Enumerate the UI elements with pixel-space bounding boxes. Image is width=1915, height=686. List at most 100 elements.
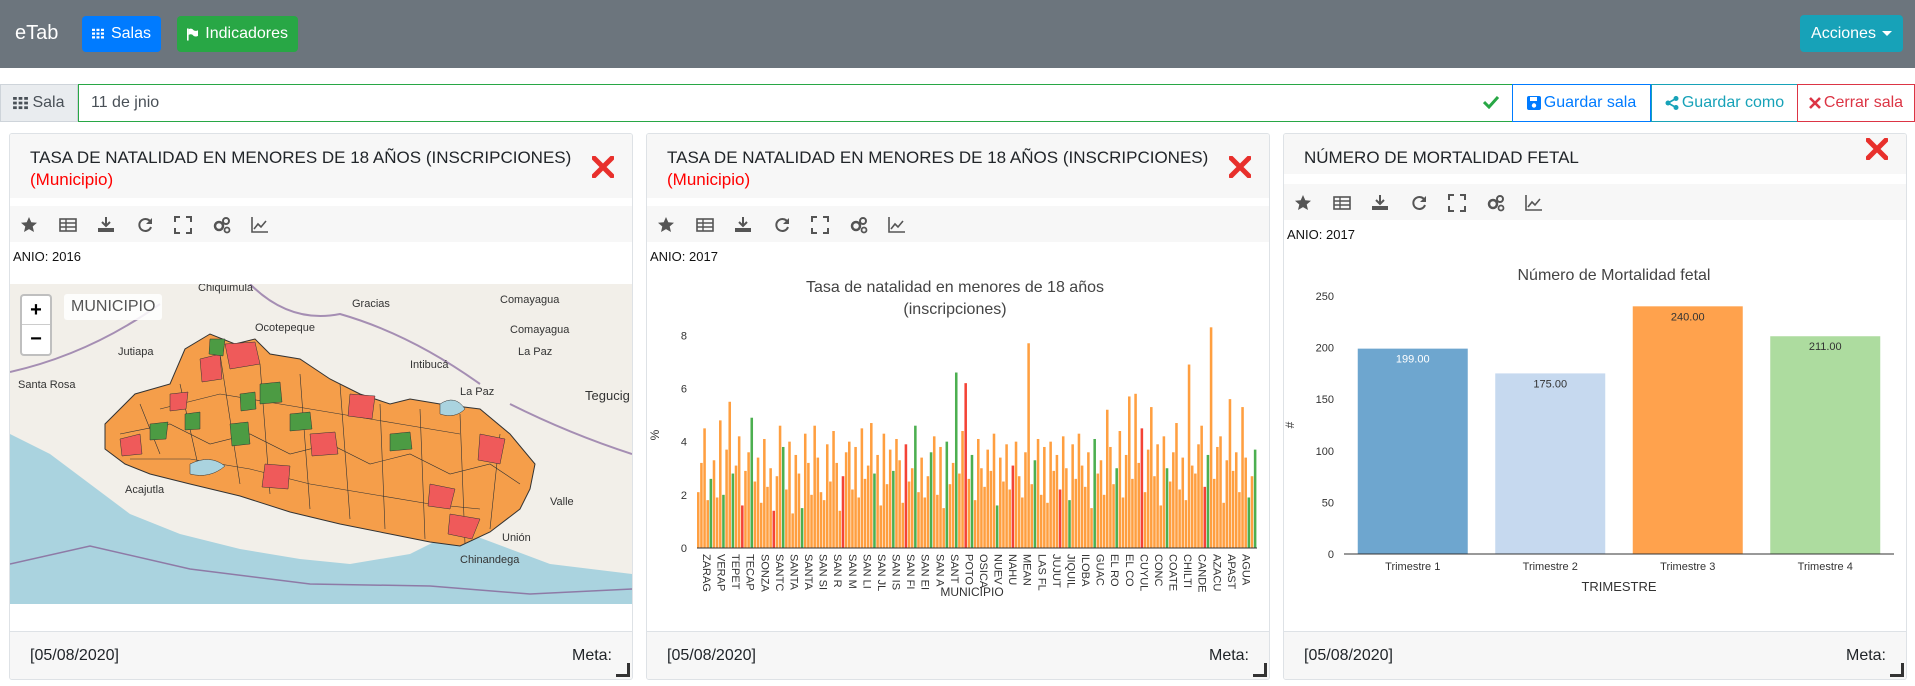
bar[interactable]	[807, 462, 810, 548]
bar[interactable]	[1024, 452, 1027, 548]
bar[interactable]	[879, 505, 883, 548]
bar[interactable]	[964, 383, 967, 548]
bar[interactable]	[907, 481, 911, 548]
bar[interactable]	[961, 431, 964, 548]
download-icon[interactable]	[734, 216, 752, 234]
bar[interactable]	[744, 470, 747, 548]
bar[interactable]	[1071, 444, 1074, 548]
bar[interactable]	[1112, 484, 1115, 548]
map-view[interactable]: + − MUNICIPIO Gracias Chiquimula Ocotepe…	[10, 284, 632, 604]
line-chart-icon[interactable]	[888, 216, 906, 234]
bar[interactable]	[1244, 457, 1247, 548]
bar[interactable]	[759, 502, 763, 548]
bar[interactable]	[1109, 446, 1112, 548]
bar[interactable]	[1121, 497, 1125, 548]
bar[interactable]	[1222, 502, 1225, 548]
bar[interactable]	[766, 486, 769, 548]
zoom-in-button[interactable]: +	[22, 296, 50, 325]
star-icon[interactable]	[20, 216, 38, 234]
bar[interactable]	[1011, 465, 1015, 548]
bar[interactable]	[1068, 500, 1071, 548]
bar[interactable]	[1115, 468, 1118, 548]
bar[interactable]	[958, 473, 961, 548]
bar[interactable]	[942, 508, 945, 548]
bar[interactable]	[929, 452, 933, 548]
bar[interactable]	[914, 425, 917, 548]
fullscreen-icon[interactable]	[1448, 194, 1466, 212]
bar[interactable]	[734, 465, 738, 548]
bar[interactable]	[992, 433, 996, 548]
bar[interactable]	[715, 497, 719, 548]
bar[interactable]	[1150, 407, 1153, 548]
bar[interactable]	[1143, 492, 1147, 548]
bar[interactable]	[1250, 476, 1254, 548]
bar[interactable]	[1194, 473, 1197, 548]
cogs-icon[interactable]	[213, 216, 231, 234]
bar[interactable]	[794, 454, 798, 548]
bar[interactable]	[1238, 492, 1241, 548]
bar[interactable]	[1247, 497, 1251, 548]
bar[interactable]	[1052, 470, 1056, 548]
bar[interactable]	[769, 468, 772, 548]
bar[interactable]	[750, 417, 754, 548]
bar[interactable]	[901, 502, 905, 548]
close-card-icon[interactable]	[592, 156, 614, 178]
bar[interactable]	[1253, 449, 1257, 548]
bar[interactable]	[876, 454, 879, 548]
table-icon[interactable]	[1332, 194, 1351, 212]
bar[interactable]	[731, 473, 735, 548]
fullscreen-icon[interactable]	[811, 216, 829, 234]
bar[interactable]	[1008, 489, 1012, 548]
bar[interactable]	[1225, 460, 1229, 548]
bar[interactable]	[797, 473, 801, 548]
cerrar-sala-button[interactable]: Cerrar sala	[1797, 84, 1915, 122]
bar[interactable]	[775, 476, 779, 548]
bar[interactable]	[882, 433, 886, 548]
bar[interactable]	[697, 492, 700, 548]
bar[interactable]	[1146, 449, 1150, 548]
salas-button[interactable]: Salas	[82, 16, 161, 52]
bar[interactable]	[1039, 494, 1043, 548]
bar[interactable]	[920, 457, 923, 548]
bar[interactable]	[948, 484, 952, 548]
bar[interactable]	[1061, 436, 1065, 548]
bar[interactable]	[1124, 454, 1128, 548]
bar[interactable]	[1046, 502, 1049, 548]
bar[interactable]	[1055, 454, 1059, 548]
bar[interactable]	[1080, 465, 1084, 548]
bar[interactable]	[844, 452, 848, 548]
bar[interactable]	[986, 449, 989, 548]
bar[interactable]	[810, 494, 813, 548]
bar[interactable]	[995, 505, 999, 548]
bar[interactable]	[989, 470, 993, 548]
bar[interactable]	[1219, 436, 1222, 548]
bar[interactable]	[1231, 470, 1235, 548]
bar[interactable]	[785, 489, 788, 548]
bar[interactable]	[1030, 484, 1034, 548]
bar[interactable]	[1153, 476, 1156, 548]
bar[interactable]	[1632, 306, 1743, 554]
bar[interactable]	[983, 486, 986, 548]
bar[interactable]	[781, 446, 785, 548]
bar[interactable]	[936, 494, 939, 548]
bar[interactable]	[1058, 489, 1062, 548]
download-icon[interactable]	[97, 216, 115, 234]
bar[interactable]	[854, 446, 857, 548]
bar[interactable]	[1077, 433, 1081, 548]
bar[interactable]	[1096, 473, 1100, 548]
bar[interactable]	[1017, 476, 1021, 548]
bar[interactable]	[1197, 444, 1200, 548]
bar[interactable]	[1099, 460, 1103, 548]
guardar-como-button[interactable]: Guardar como	[1651, 84, 1798, 122]
bar[interactable]	[709, 478, 713, 548]
refresh-icon[interactable]	[1410, 194, 1428, 212]
bar[interactable]	[1027, 343, 1030, 548]
bar[interactable]	[1156, 444, 1159, 548]
close-card-icon[interactable]	[1229, 156, 1251, 178]
bar[interactable]	[951, 462, 955, 548]
bar[interactable]	[895, 438, 898, 548]
bar[interactable]	[1209, 327, 1213, 548]
bar[interactable]	[888, 449, 892, 548]
bar[interactable]	[926, 476, 930, 548]
bar[interactable]	[712, 460, 716, 548]
